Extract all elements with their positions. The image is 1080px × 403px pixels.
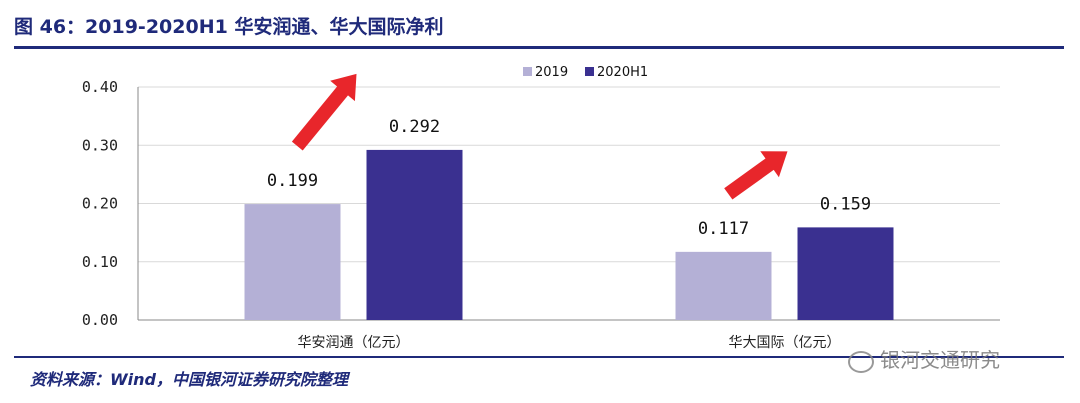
bar	[797, 227, 894, 320]
legend-label: 2020H1	[597, 65, 648, 80]
data-labels: 0.199 0.292 0.117 0.159	[267, 117, 871, 239]
watermark-text: 银河交通研究	[880, 348, 1000, 372]
y-tick-label: 0.10	[82, 253, 118, 271]
bars	[244, 149, 894, 320]
trend-arrow	[724, 151, 788, 200]
trend-arrows	[291, 73, 788, 200]
data-label: 0.199	[267, 171, 318, 191]
x-category-label: 华大国际（亿元）	[729, 335, 841, 351]
watermark: 银河交通研究	[848, 344, 1000, 373]
bar	[366, 149, 463, 320]
trend-arrow	[291, 73, 357, 151]
y-tick-label: 0.40	[82, 78, 118, 96]
legend-swatch	[523, 67, 532, 76]
source-note: 资料来源：Wind，中国银河证券研究院整理	[30, 370, 348, 389]
bar	[675, 251, 772, 320]
chart-title: 图 46：2019-2020H1 华安润通、华大国际净利	[14, 16, 444, 38]
source-rule	[14, 356, 1064, 358]
data-label: 0.117	[698, 219, 749, 239]
x-category-label: 华安润通（亿元）	[298, 335, 410, 351]
title-rule	[14, 46, 1064, 49]
legend-swatch	[585, 67, 594, 76]
y-tick-label: 0.00	[82, 311, 118, 329]
axes: 0.00 0.10 0.20 0.30 0.40 华安润通（亿元） 华大国际（亿元）	[82, 78, 1000, 351]
y-tick-label: 0.20	[82, 195, 118, 213]
legend: 2019 2020H1	[523, 65, 648, 80]
bar	[244, 204, 341, 320]
legend-label: 2019	[535, 65, 568, 80]
data-label: 0.159	[820, 194, 871, 214]
y-tick-label: 0.30	[82, 136, 118, 154]
wechat-icon	[848, 350, 874, 373]
data-label: 0.292	[389, 117, 440, 137]
